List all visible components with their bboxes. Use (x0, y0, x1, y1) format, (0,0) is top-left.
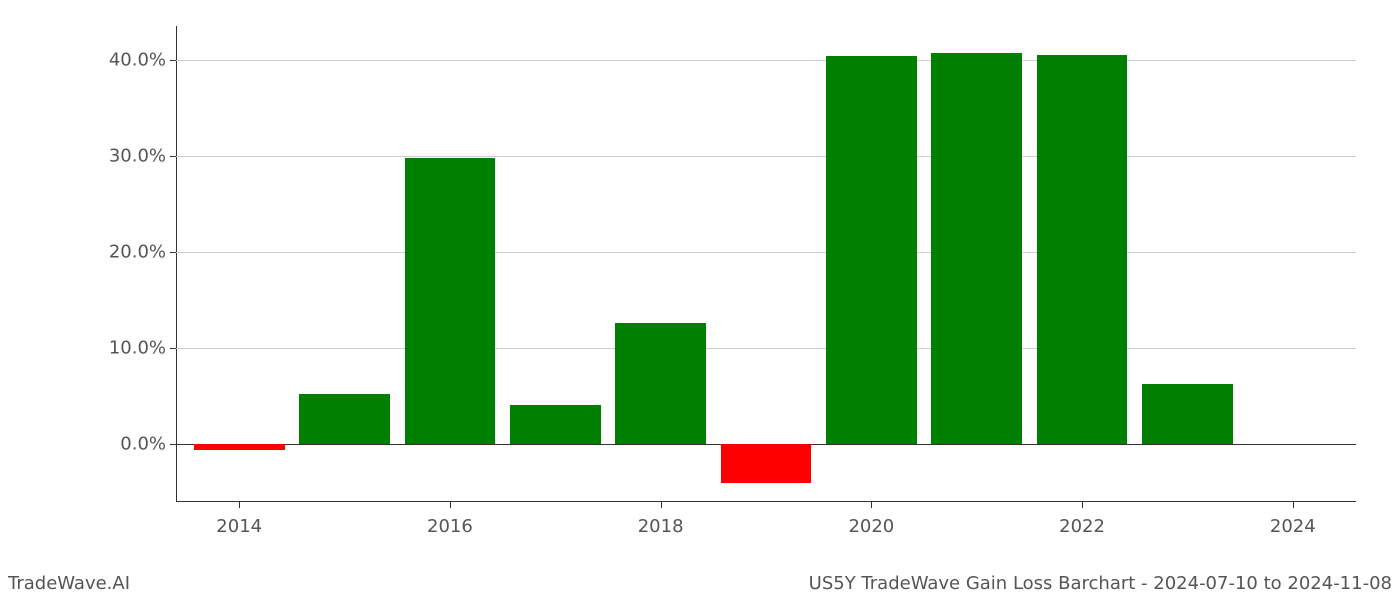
x-tick-mark (661, 502, 662, 508)
x-tick-label: 2018 (638, 516, 684, 537)
gridline (176, 156, 1356, 157)
footer-right-text: US5Y TradeWave Gain Loss Barchart - 2024… (809, 573, 1392, 594)
gridline (176, 348, 1356, 349)
x-tick-mark (871, 502, 872, 508)
y-tick-label: 10.0% (109, 338, 166, 359)
plot-area: 0.0%10.0%20.0%30.0%40.0%2014201620182020… (176, 26, 1356, 502)
y-tick-mark (170, 156, 176, 157)
x-tick-mark (239, 502, 240, 508)
bar-2018 (615, 323, 706, 444)
x-tick-label: 2022 (1059, 516, 1105, 537)
y-axis-spine (176, 26, 177, 502)
y-tick-mark (170, 252, 176, 253)
bar-2017 (510, 405, 601, 444)
y-tick-mark (170, 60, 176, 61)
bar-2020 (826, 56, 917, 444)
x-tick-label: 2014 (216, 516, 262, 537)
bar-2015 (299, 394, 390, 444)
y-tick-label: 40.0% (109, 49, 166, 70)
x-tick-mark (1082, 502, 1083, 508)
bar-2021 (931, 53, 1022, 444)
footer-left-text: TradeWave.AI (8, 573, 130, 594)
y-tick-label: 20.0% (109, 241, 166, 262)
x-tick-mark (1293, 502, 1294, 508)
x-tick-label: 2020 (848, 516, 894, 537)
y-tick-mark (170, 348, 176, 349)
bar-2023 (1142, 384, 1233, 445)
x-axis-spine (176, 501, 1356, 502)
y-tick-label: 30.0% (109, 145, 166, 166)
y-tick-mark (170, 444, 176, 445)
y-tick-label: 0.0% (120, 434, 166, 455)
x-tick-label: 2024 (1270, 516, 1316, 537)
bar-2016 (405, 158, 496, 445)
gridline (176, 60, 1356, 61)
bar-2014 (194, 444, 285, 450)
x-tick-label: 2016 (427, 516, 473, 537)
x-tick-mark (450, 502, 451, 508)
gridline (176, 252, 1356, 253)
bar-2022 (1037, 55, 1128, 444)
bar-2019 (721, 444, 812, 482)
